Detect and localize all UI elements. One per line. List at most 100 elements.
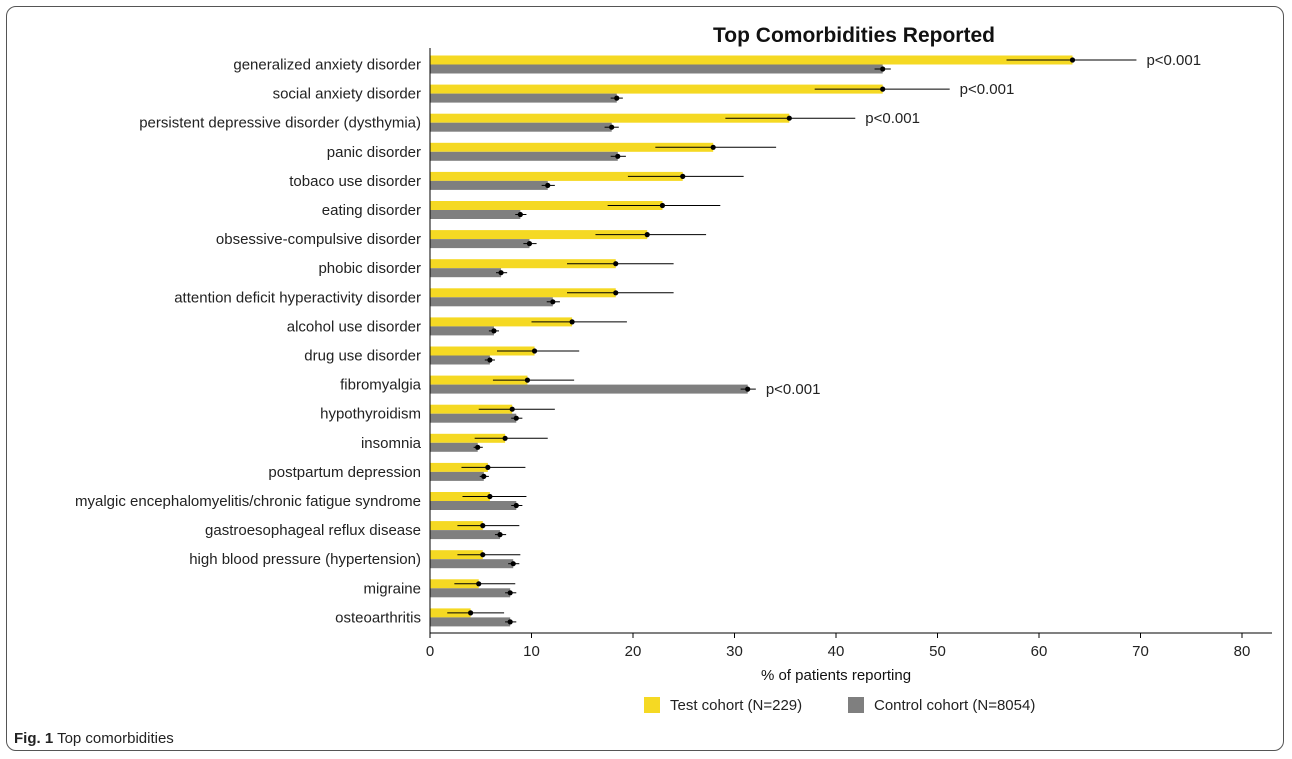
category-label: eating disorder — [322, 202, 421, 219]
data-point — [513, 502, 519, 509]
bar-control — [430, 588, 511, 598]
bar-test — [430, 521, 483, 531]
data-point — [644, 232, 650, 238]
data-point — [513, 415, 519, 421]
x-tick-label: 80 — [1234, 643, 1251, 660]
category-label: social anxiety disorder — [273, 86, 421, 103]
data-point — [480, 552, 486, 558]
x-tick-label: 60 — [1031, 643, 1048, 660]
bar-control — [430, 268, 502, 278]
category-label: obsessive-compulsive disorder — [216, 231, 421, 248]
data-point — [487, 493, 493, 500]
bar-control — [430, 64, 883, 74]
bar-test — [430, 171, 683, 181]
bar-test — [430, 230, 648, 240]
data-point — [659, 202, 666, 209]
data-point — [526, 241, 533, 247]
bar-test — [430, 142, 714, 152]
bar-test — [430, 113, 790, 123]
category-label: insomnia — [361, 435, 422, 452]
data-point — [613, 290, 619, 296]
category-label: generalized anxiety disorder — [233, 57, 421, 74]
bar-control — [430, 413, 517, 423]
data-point — [498, 270, 504, 276]
data-point — [502, 435, 508, 441]
category-label: high blood pressure (hypertension) — [189, 551, 421, 568]
data-point — [485, 464, 491, 470]
data-point — [609, 124, 615, 130]
bar-test — [430, 259, 616, 269]
data-point — [507, 590, 513, 596]
legend-label: Control cohort (N=8054) — [874, 697, 1035, 714]
data-point — [510, 561, 516, 567]
category-label: osteoarthritis — [335, 609, 421, 626]
x-tick-label: 30 — [726, 643, 743, 660]
x-tick-label: 10 — [523, 643, 540, 660]
bar-control — [430, 471, 484, 481]
data-point — [480, 523, 486, 529]
bar-test — [430, 317, 573, 327]
p-value-annotation: p<0.001 — [1146, 52, 1201, 69]
caption-label: Fig. 1 — [14, 730, 54, 747]
data-point — [745, 386, 751, 392]
category-label: persistent depressive disorder (dysthymi… — [139, 115, 421, 132]
data-point — [497, 532, 503, 538]
x-tick-label: 70 — [1132, 643, 1149, 660]
data-point — [613, 261, 619, 267]
figure-frame — [6, 6, 1284, 751]
data-point — [550, 299, 556, 305]
figure-caption: Fig. 1 Top comorbidities — [14, 730, 174, 747]
bar-test — [430, 288, 616, 298]
category-label: phobic disorder — [318, 260, 421, 277]
data-point — [509, 406, 515, 412]
bar-test — [430, 84, 883, 94]
bar-test — [430, 346, 535, 356]
bar-control — [430, 122, 612, 132]
data-point — [614, 95, 620, 101]
bar-control — [430, 355, 490, 365]
x-tick-label: 0 — [426, 643, 434, 660]
legend-label: Test cohort (N=229) — [670, 697, 802, 714]
p-value-annotation: p<0.001 — [960, 81, 1015, 98]
bar-control — [430, 210, 521, 219]
category-label: migraine — [363, 580, 421, 597]
bar-control — [430, 180, 548, 190]
category-label: gastroesophageal reflux disease — [205, 522, 421, 539]
category-label: panic disorder — [327, 144, 421, 161]
category-label: hypothyroidism — [320, 406, 421, 423]
x-tick-label: 40 — [828, 643, 845, 660]
legend: Test cohort (N=229) Control cohort (N=805… — [644, 697, 1035, 714]
bar-control — [430, 530, 501, 540]
p-value-annotation: p<0.001 — [865, 110, 920, 127]
data-point — [507, 619, 513, 625]
bar-control — [430, 442, 478, 452]
data-point — [786, 115, 792, 121]
bar-control — [430, 384, 748, 394]
caption-text: Top comorbidities — [57, 730, 174, 747]
data-point — [491, 328, 497, 334]
data-point — [680, 173, 686, 179]
bar-test — [430, 462, 488, 472]
data-point — [476, 581, 482, 587]
bar-control — [430, 501, 517, 510]
category-label: postpartum depression — [268, 464, 421, 481]
data-point — [531, 348, 538, 354]
data-point — [517, 211, 523, 218]
bar-control — [430, 239, 530, 249]
data-point — [487, 357, 493, 363]
data-point — [475, 444, 481, 450]
bar-control — [430, 617, 511, 627]
chart-title: Top Comorbidities Reported — [713, 24, 995, 47]
category-label: alcohol use disorder — [287, 318, 421, 335]
p-value-annotation: p<0.001 — [766, 381, 821, 398]
bar-control — [430, 93, 617, 103]
bar-control — [430, 297, 553, 307]
data-point — [615, 153, 621, 159]
x-tick-label: 20 — [625, 643, 642, 660]
data-point — [569, 319, 575, 325]
category-label: myalgic encephalomyelitis/chronic fatigu… — [75, 493, 421, 510]
data-point — [880, 86, 886, 92]
bar-test — [430, 492, 490, 501]
bar-test — [430, 201, 663, 210]
